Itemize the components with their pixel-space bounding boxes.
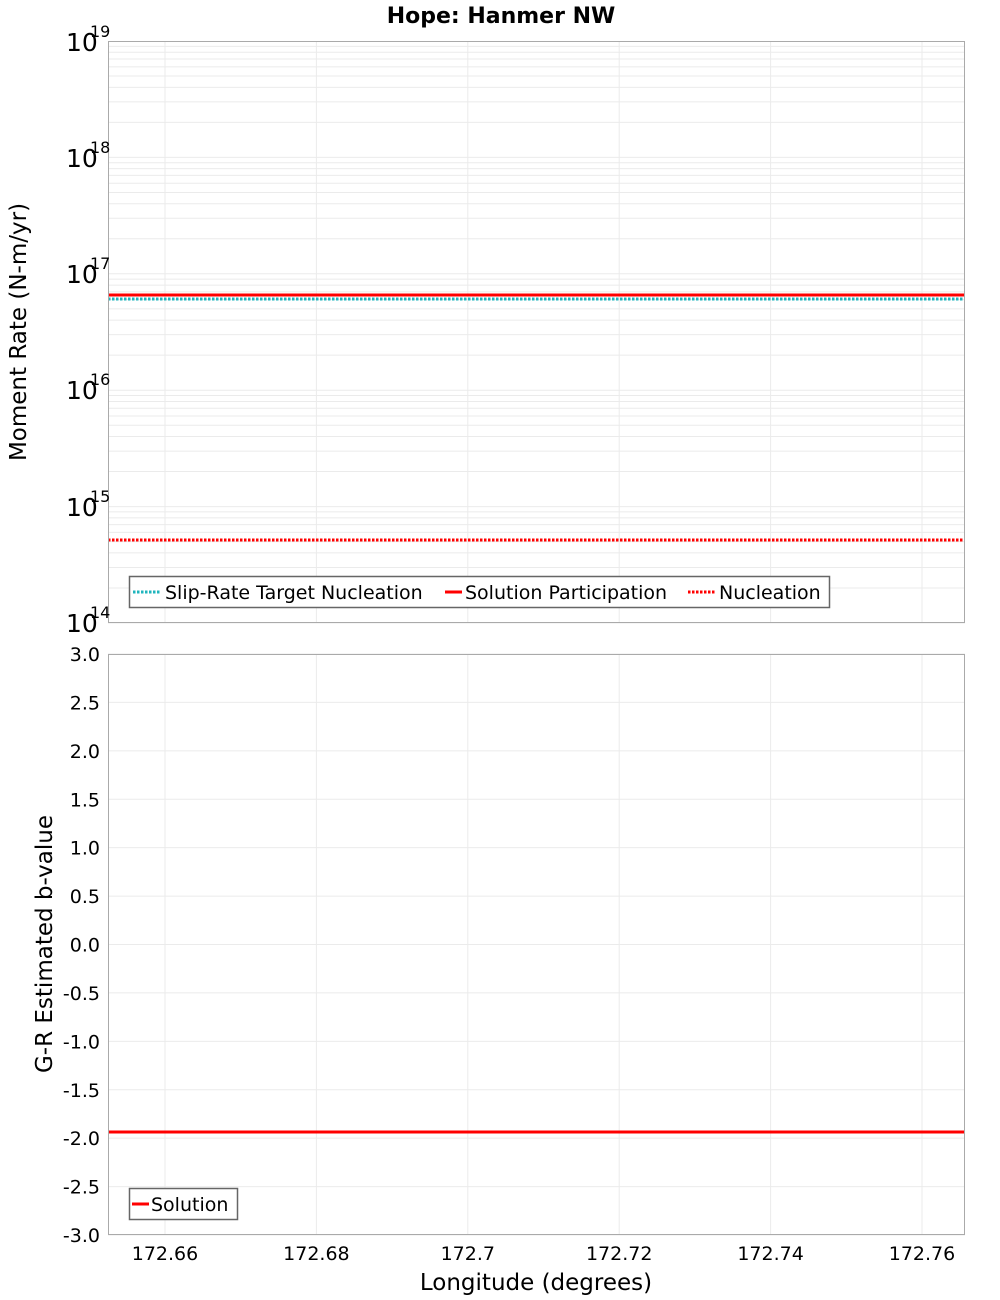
- top-y-ticks: 10 19 10 18 10 17 10 16 10 15 10 14: [66, 22, 110, 638]
- y-tick-label: -3.0: [63, 1225, 100, 1247]
- top-plot-frame: [108, 41, 965, 623]
- svg-text:17: 17: [90, 254, 110, 273]
- y-tick-label: -1.0: [63, 1031, 100, 1053]
- top-vertical-gridlines: [164, 41, 923, 623]
- y-tick-label: 2.0: [70, 741, 100, 763]
- bottom-plot: 3.0 2.5 2.0 1.5 1.0 0.5 0.0 -0.5 -1.0 -1.5 -2.0 -2.…: [32, 644, 965, 1296]
- svg-text:10: 10: [66, 144, 98, 173]
- y-tick-label: -1.5: [63, 1080, 100, 1102]
- y-tick-1e19: 10 19: [66, 22, 110, 57]
- legend-label-solution: Solution: [151, 1194, 228, 1216]
- svg-text:16: 16: [90, 370, 110, 389]
- top-y-axis-label: Moment Rate (N-m/yr): [6, 203, 32, 461]
- top-plot: 10 19 10 18 10 17 10 16 10 15 10 14: [6, 22, 965, 638]
- svg-text:10: 10: [66, 376, 98, 405]
- top-plot-area: [108, 41, 965, 623]
- y-tick-label: 2.5: [70, 692, 100, 714]
- svg-text:10: 10: [66, 28, 98, 57]
- svg-text:10: 10: [66, 609, 98, 638]
- bottom-plot-frame: [108, 654, 965, 1235]
- legend-label-slip-rate-target: Slip-Rate Target Nucleation: [165, 582, 423, 604]
- y-tick-label: -0.5: [63, 983, 100, 1005]
- x-tick-label: 172.7: [441, 1243, 495, 1265]
- y-tick-label: -2.0: [63, 1128, 100, 1150]
- svg-text:19: 19: [90, 22, 110, 41]
- x-tick-label: 172.76: [889, 1243, 955, 1265]
- bottom-y-ticks: 3.0 2.5 2.0 1.5 1.0 0.5 0.0 -0.5 -1.0 -1.5 -2.0 -2.…: [63, 644, 100, 1247]
- svg-text:14: 14: [90, 603, 110, 622]
- y-tick-1e15: 10 15: [66, 487, 110, 522]
- y-tick-label: 0.0: [70, 935, 100, 957]
- y-tick-label: -2.5: [63, 1177, 100, 1199]
- legend-label-nucleation: Nucleation: [719, 582, 821, 604]
- x-tick-label: 172.74: [737, 1243, 803, 1265]
- svg-text:15: 15: [90, 487, 110, 506]
- svg-text:10: 10: [66, 493, 98, 522]
- y-tick-1e16: 10 16: [66, 370, 110, 405]
- legend-label-solution-participation: Solution Participation: [465, 582, 667, 604]
- bottom-y-axis-label: G-R Estimated b-value: [32, 815, 58, 1073]
- x-axis-ticks: 172.66 172.68 172.7 172.72 172.74 172.76: [132, 1243, 955, 1265]
- top-legend: Slip-Rate Target Nucleation Solution Par…: [128, 575, 831, 609]
- svg-text:18: 18: [90, 138, 110, 157]
- y-tick-label: 1.5: [70, 789, 100, 811]
- y-tick-label: 0.5: [70, 886, 100, 908]
- y-tick-label: 3.0: [70, 644, 100, 666]
- y-tick-1e14: 10 14: [66, 603, 110, 638]
- top-gridlines: [108, 45, 965, 624]
- x-axis-label: Longitude (degrees): [420, 1270, 652, 1296]
- bottom-legend: Solution: [128, 1187, 239, 1221]
- x-tick-label: 172.68: [283, 1243, 349, 1265]
- x-tick-label: 172.72: [586, 1243, 652, 1265]
- y-tick-label: 1.0: [70, 838, 100, 860]
- chart-title: Hope: Hanmer NW: [387, 4, 616, 29]
- y-tick-1e17: 10 17: [66, 254, 110, 289]
- svg-text:10: 10: [66, 260, 98, 289]
- x-tick-label: 172.66: [132, 1243, 198, 1265]
- y-tick-1e18: 10 18: [66, 138, 110, 173]
